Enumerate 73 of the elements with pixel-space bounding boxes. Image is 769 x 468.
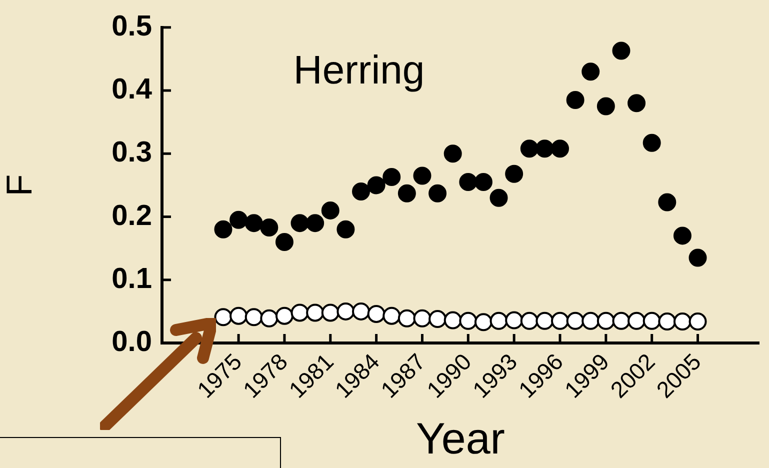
point [275, 233, 294, 252]
point [536, 312, 554, 330]
point [244, 308, 263, 326]
point [290, 214, 309, 232]
point [658, 193, 676, 212]
point [642, 312, 661, 330]
point [260, 309, 278, 328]
point [566, 312, 584, 330]
point [413, 166, 432, 185]
point [490, 188, 508, 207]
point [582, 62, 600, 81]
y-tick-label: 0.4 [112, 74, 152, 106]
point [382, 306, 401, 325]
point [505, 164, 524, 183]
y-tick-label: 0.2 [112, 200, 152, 232]
point [474, 313, 492, 332]
point [321, 201, 340, 220]
point [688, 248, 707, 267]
point [398, 309, 416, 328]
point [413, 309, 432, 328]
point [230, 210, 248, 229]
point [642, 134, 661, 152]
point [367, 304, 386, 323]
point [551, 140, 569, 158]
point [336, 220, 355, 238]
point [582, 312, 600, 330]
point [536, 140, 554, 158]
point [566, 90, 584, 109]
y-tick-label: 0.1 [112, 262, 152, 295]
point [352, 182, 370, 201]
y-tick-label: 0.0 [112, 326, 152, 358]
point [628, 312, 646, 330]
x-axis-title: Year [416, 414, 505, 464]
point [459, 312, 478, 330]
annotation: Herring [293, 48, 425, 92]
point [474, 173, 492, 192]
point [230, 306, 248, 325]
point [490, 312, 508, 330]
point [306, 304, 324, 322]
point [398, 184, 416, 202]
point [428, 310, 447, 328]
point [275, 306, 294, 325]
point [444, 311, 462, 330]
point [260, 218, 278, 236]
point [612, 42, 630, 60]
point [214, 308, 232, 326]
point [444, 144, 462, 163]
point [520, 140, 538, 158]
point [306, 214, 324, 232]
y-axis-title: F [0, 174, 40, 196]
y-tick-label: 0.3 [112, 136, 152, 169]
point [520, 312, 538, 330]
point [673, 226, 692, 245]
point [214, 220, 232, 238]
point [459, 173, 478, 192]
point [596, 312, 615, 330]
point [673, 312, 692, 331]
point [596, 97, 615, 116]
point [628, 94, 646, 112]
point [658, 312, 676, 331]
point [428, 184, 447, 202]
point [321, 304, 340, 322]
point [352, 302, 370, 320]
point [551, 312, 569, 330]
y-tick-label: 0.5 [112, 10, 152, 42]
point [244, 214, 263, 232]
point [367, 176, 386, 194]
point [382, 168, 401, 186]
point [505, 311, 524, 330]
point [612, 312, 630, 330]
point [290, 304, 309, 322]
point [336, 302, 355, 320]
point [688, 312, 707, 331]
